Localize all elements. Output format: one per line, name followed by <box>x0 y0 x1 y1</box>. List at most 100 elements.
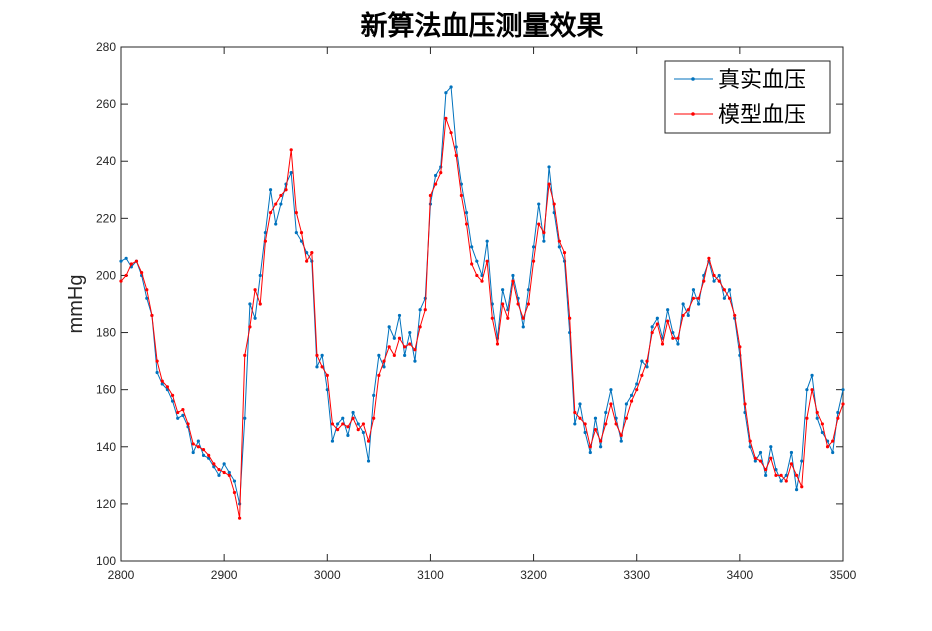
data-point <box>341 422 345 426</box>
data-point <box>160 379 164 383</box>
data-point <box>573 422 577 426</box>
data-point <box>537 222 541 226</box>
data-point <box>418 325 422 329</box>
data-point <box>134 259 139 263</box>
data-point <box>475 273 479 278</box>
data-point <box>794 488 799 492</box>
data-point <box>289 171 293 175</box>
data-point <box>356 422 360 426</box>
y-tick-label: 140 <box>96 440 116 454</box>
data-point <box>217 473 221 477</box>
data-point <box>645 365 649 369</box>
data-point <box>722 296 726 300</box>
data-point <box>279 202 283 206</box>
data-point <box>320 353 324 357</box>
data-point <box>547 165 551 169</box>
data-point <box>609 402 613 406</box>
data-point <box>480 279 484 283</box>
data-point <box>727 288 732 292</box>
data-point <box>268 188 273 192</box>
data-point <box>599 439 603 443</box>
legend-marker-real <box>691 77 695 81</box>
data-point <box>758 459 763 463</box>
data-point <box>294 231 298 235</box>
data-point <box>315 353 319 357</box>
data-point <box>609 388 613 392</box>
data-point <box>320 365 324 369</box>
data-point <box>557 245 561 249</box>
data-point <box>568 316 572 320</box>
data-point <box>552 202 556 206</box>
legend-marker-model <box>691 112 695 116</box>
data-point <box>212 465 216 469</box>
data-point <box>578 402 582 406</box>
data-point <box>769 456 773 460</box>
data-point <box>666 308 670 312</box>
data-point <box>810 373 814 377</box>
data-point <box>140 270 144 275</box>
data-point <box>645 359 649 363</box>
data-point <box>315 365 319 369</box>
data-point <box>181 408 185 412</box>
data-point <box>444 116 448 120</box>
x-tick-label: 3200 <box>520 568 547 582</box>
data-point <box>655 316 659 320</box>
series-model <box>119 116 845 520</box>
data-point <box>428 193 433 198</box>
data-point <box>305 251 309 255</box>
y-tick-label: 260 <box>96 97 116 111</box>
data-point <box>248 325 252 329</box>
data-point <box>526 302 531 306</box>
data-point <box>176 416 180 420</box>
data-point <box>573 410 577 415</box>
data-point <box>397 336 402 340</box>
data-point <box>124 256 128 260</box>
data-point <box>490 316 494 320</box>
data-point <box>403 353 407 357</box>
data-point <box>748 439 752 443</box>
data-point <box>526 288 531 292</box>
data-point <box>299 231 304 235</box>
data-point <box>361 430 365 435</box>
data-point <box>150 313 154 318</box>
data-point <box>124 273 128 278</box>
data-point <box>805 416 809 420</box>
data-point <box>562 251 567 255</box>
data-point <box>547 182 551 186</box>
data-point <box>815 416 819 420</box>
data-point <box>588 450 592 455</box>
data-point <box>676 336 680 340</box>
data-point <box>810 388 814 392</box>
data-point <box>691 296 696 300</box>
data-point <box>222 470 226 475</box>
data-point <box>733 313 737 318</box>
data-point <box>815 410 819 415</box>
data-point <box>506 316 510 320</box>
y-tick-label: 200 <box>96 268 116 282</box>
data-point <box>346 425 350 429</box>
data-point <box>753 459 757 463</box>
data-point <box>655 322 659 326</box>
data-point <box>841 388 845 392</box>
data-point <box>722 288 726 292</box>
data-point <box>403 345 407 349</box>
y-tick-label: 220 <box>96 211 116 225</box>
y-tick-label: 240 <box>96 154 116 168</box>
data-point <box>387 325 391 329</box>
data-point <box>557 239 561 243</box>
data-point <box>717 279 721 283</box>
data-point <box>537 202 541 206</box>
data-point <box>330 439 335 443</box>
data-point <box>444 91 448 95</box>
data-point <box>511 279 515 283</box>
legend-label-model: 模型血压 <box>718 103 806 128</box>
data-point <box>516 302 520 306</box>
data-point <box>593 416 598 420</box>
data-point <box>691 288 696 292</box>
data-point <box>191 450 195 455</box>
data-point <box>165 385 170 389</box>
data-point <box>330 422 335 426</box>
data-point <box>454 145 458 149</box>
data-point <box>449 85 453 89</box>
data-point <box>145 296 149 300</box>
